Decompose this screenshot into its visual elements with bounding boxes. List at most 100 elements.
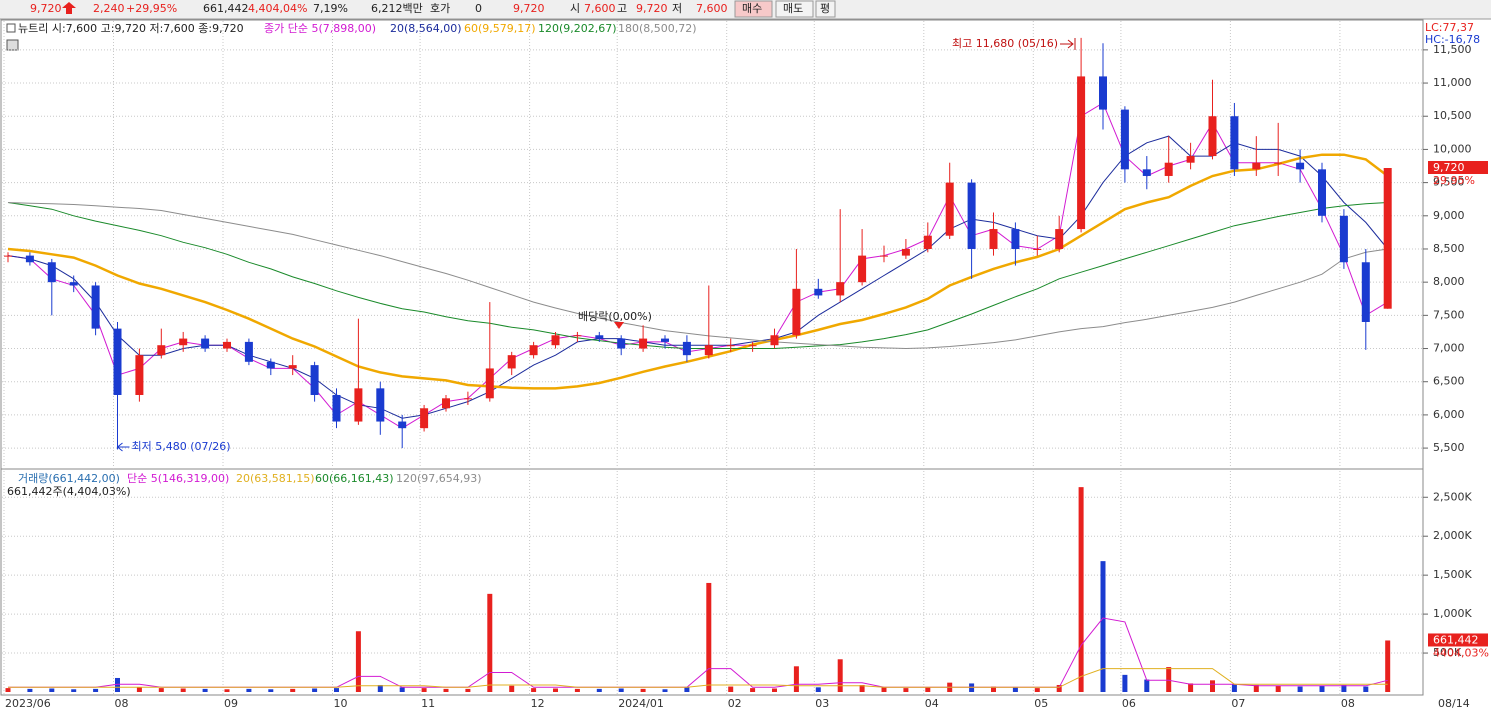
volume-bar — [71, 689, 77, 692]
candle-body — [1208, 116, 1217, 157]
x-tick-label: 03 — [815, 697, 829, 710]
eval-label[interactable]: 평 — [820, 2, 830, 15]
x-tick-label: 11 — [421, 697, 435, 710]
volume-bar — [1012, 687, 1018, 692]
volume-bar — [1034, 688, 1040, 692]
candle-body — [1274, 162, 1283, 164]
amount: 6,212백만 — [371, 2, 423, 15]
hc-label: HC:-16,78 — [1425, 33, 1480, 46]
buy-button[interactable] — [734, 0, 773, 18]
eval-button[interactable] — [815, 0, 836, 18]
last-volume-label: 661,442 — [1433, 633, 1479, 646]
x-tick-label: 08 — [115, 697, 129, 710]
volume-bar — [1166, 667, 1172, 692]
volume-bar — [334, 688, 339, 692]
candle-body — [288, 365, 297, 369]
ma-line — [8, 668, 1388, 688]
volume-bar — [903, 688, 909, 692]
candle-body — [135, 355, 144, 395]
ma-line — [7, 102, 1388, 429]
x-tick-label: 2023/06 — [5, 697, 51, 710]
candle-body — [880, 255, 888, 257]
y-tick-label: 6,000 — [1433, 408, 1465, 421]
x-tick-label: 12 — [531, 697, 545, 710]
dividend-annotation: 배당락(0,00%) — [578, 310, 652, 323]
candle-body — [1230, 116, 1239, 170]
candle-body — [989, 229, 998, 249]
volume-bar — [706, 582, 712, 692]
y-tick-label: 10,500 — [1433, 109, 1472, 122]
candle-body — [858, 255, 867, 283]
x-tick-label: 07 — [1231, 697, 1245, 710]
quote-price: 9,720 — [513, 2, 545, 15]
change: 2,240 — [93, 2, 125, 15]
high: 9,720 — [636, 2, 668, 15]
volume-pct: 4,404,04% — [248, 2, 307, 15]
volume-bar — [1056, 684, 1062, 692]
volume-bar — [662, 689, 668, 692]
volume-bar — [640, 688, 646, 692]
candle-body — [1120, 109, 1129, 170]
last-price-label: 9,720 — [1433, 161, 1465, 174]
candle-body — [1164, 162, 1173, 176]
ma-line — [7, 153, 1389, 390]
y-tick-label: 1,000K — [1433, 607, 1472, 620]
volume-bar — [115, 677, 120, 692]
open: 7,600 — [584, 2, 616, 15]
last-volume-box — [1428, 633, 1488, 647]
candle-body — [332, 394, 341, 422]
last-volume-pct: 4404,03% — [1433, 646, 1489, 659]
sell-button[interactable] — [775, 0, 814, 18]
y-tick-label: 500K — [1433, 646, 1462, 659]
high-annotation: 최고 11,680 (05/16) — [952, 37, 1058, 50]
candle-body — [901, 248, 910, 256]
volume: 661,442 — [203, 2, 249, 15]
volume-bar — [1297, 686, 1303, 692]
candle-body — [1011, 229, 1020, 249]
candle-body — [639, 338, 648, 349]
volume-bar — [1231, 684, 1237, 692]
x-tick-label: 08 — [1341, 697, 1355, 710]
y-tick-label: 8,500 — [1433, 242, 1465, 255]
quote-label: 호가 — [430, 2, 450, 15]
volume-bar — [1341, 684, 1347, 692]
candle-body — [463, 398, 472, 400]
low-arrow — [116, 442, 130, 452]
candle-body — [223, 341, 231, 349]
y-tick-label: 6,500 — [1433, 375, 1465, 388]
volume-bar — [1100, 561, 1106, 692]
y-tick-label: 11,500 — [1433, 43, 1472, 56]
price: 9,720 — [30, 2, 62, 15]
x-tick-label: 06 — [1122, 697, 1136, 710]
grid-icon[interactable] — [6, 39, 19, 51]
candle-body — [1296, 162, 1305, 170]
candle-body — [661, 338, 669, 342]
lc-label: LC:77,37 — [1425, 21, 1474, 34]
volume-subtitle: 661,442주(4,404,03%) — [7, 485, 131, 498]
candle-body — [1361, 262, 1370, 322]
candle-body — [1033, 248, 1042, 250]
candle-body — [1252, 162, 1261, 170]
candle-body — [1339, 215, 1348, 263]
volume-bar — [180, 688, 186, 692]
volume-bar — [815, 687, 821, 692]
plot-frame — [0, 19, 1424, 696]
candle-body — [836, 282, 845, 296]
sell-label[interactable]: 매도 — [783, 2, 803, 15]
y-tick-label: 7,000 — [1433, 342, 1465, 355]
candle-body — [726, 345, 735, 347]
volume-bar — [443, 688, 449, 692]
candle-body — [770, 335, 779, 346]
icon[interactable] — [6, 23, 16, 33]
volume-bar — [1122, 674, 1128, 692]
volume-bar — [1275, 685, 1281, 692]
volume-bar — [202, 688, 208, 692]
candle-body — [354, 388, 363, 422]
y-tick-label: 11,000 — [1433, 76, 1472, 89]
turnover: 7,19% — [313, 2, 348, 15]
legend-entry: 60(66,161,43) — [315, 472, 394, 485]
buy-label[interactable]: 매수 — [742, 2, 762, 15]
volume-bar — [991, 686, 996, 692]
volume-bar — [1188, 683, 1194, 692]
volume-bar — [1253, 684, 1259, 692]
